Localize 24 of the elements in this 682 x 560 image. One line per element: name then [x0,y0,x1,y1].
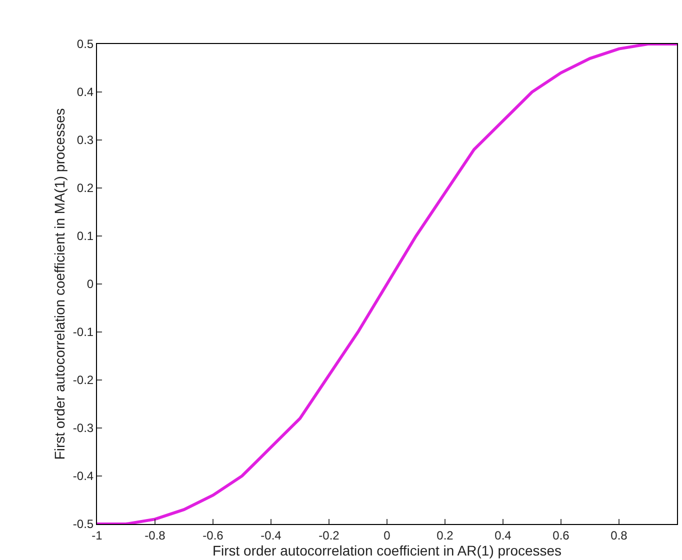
y-tick-label: -0.3 [72,421,94,436]
y-tick-label: 0 [86,277,94,292]
y-tick-label: -0.5 [72,517,94,532]
x-tick-label: 0.2 [436,528,454,542]
y-tick-label: 0.1 [76,229,94,244]
x-tick-label: -0.2 [318,528,340,542]
x-tick-label: 0.6 [552,528,570,542]
y-tick-label: -0.2 [72,373,94,388]
y-tick-label: 0.2 [76,181,94,196]
x-tick-label: -1 [92,528,103,542]
y-axis-title: First order autocorrelation coefficient in MA(1) processes [52,108,68,460]
y-tick-label: 0.4 [76,85,94,100]
line-series [97,44,677,524]
x-tick-label: 0.8 [610,528,628,542]
x-tick-label: -0.6 [202,528,224,542]
x-tick-label: -0.8 [144,528,166,542]
y-tick-label: 0.5 [76,37,94,52]
y-tick-label: -0.4 [72,469,94,484]
x-tick-label: 0 [384,528,391,542]
y-tick-label: 0.3 [76,133,94,148]
x-tick-label: 0.4 [494,528,512,542]
x-axis-title: First order autocorrelation coefficient in AR(1) processes [212,542,562,559]
x-tick-label: -0.4 [260,528,282,542]
y-tick-label: -0.1 [72,325,94,340]
